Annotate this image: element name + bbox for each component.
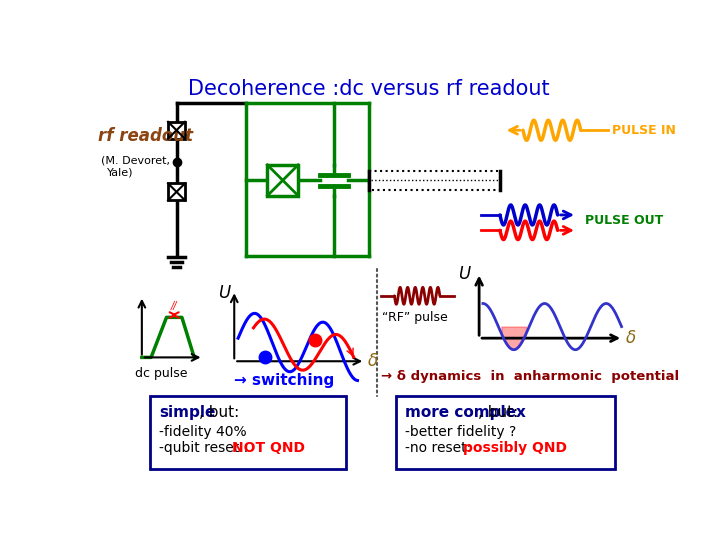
Text: //: // (171, 301, 177, 311)
Bar (396, 396, 616, 469)
Bar (150, 396, 346, 469)
Text: Decoherence :dc versus rf readout: Decoherence :dc versus rf readout (188, 79, 550, 99)
Text: , but:: , but: (199, 405, 239, 420)
Text: rf readout: rf readout (98, 127, 193, 145)
Text: -fidelity 40%: -fidelity 40% (159, 425, 246, 439)
Text: PULSE OUT: PULSE OUT (585, 214, 663, 227)
Bar (369, 171, 500, 190)
Text: Yale): Yale) (107, 167, 134, 177)
Text: simple: simple (159, 405, 215, 420)
Bar (168, 122, 185, 139)
Bar (168, 184, 185, 200)
Text: U: U (458, 265, 470, 284)
Text: -better fidelity ?: -better fidelity ? (405, 425, 516, 439)
Bar (267, 165, 298, 195)
Text: , but:: , but: (478, 405, 518, 420)
Text: more complex: more complex (405, 405, 526, 420)
Text: PULSE IN: PULSE IN (611, 124, 675, 137)
Text: possibly QND: possibly QND (463, 441, 567, 455)
Text: NOT QND: NOT QND (232, 441, 305, 455)
Text: → switching: → switching (234, 373, 335, 388)
Text: → δ dynamics  in  anharmonic  potential: → δ dynamics in anharmonic potential (381, 370, 679, 383)
Text: $\delta$: $\delta$ (367, 352, 379, 370)
Text: dc pulse: dc pulse (135, 367, 187, 380)
Text: -no reset:: -no reset: (405, 441, 476, 455)
Text: “RF” pulse: “RF” pulse (382, 311, 448, 324)
Text: (M. Devoret,: (M. Devoret, (101, 156, 170, 166)
Text: U: U (218, 284, 230, 302)
Text: -qubit reset :: -qubit reset : (159, 441, 253, 455)
Text: $\delta$: $\delta$ (625, 329, 636, 347)
